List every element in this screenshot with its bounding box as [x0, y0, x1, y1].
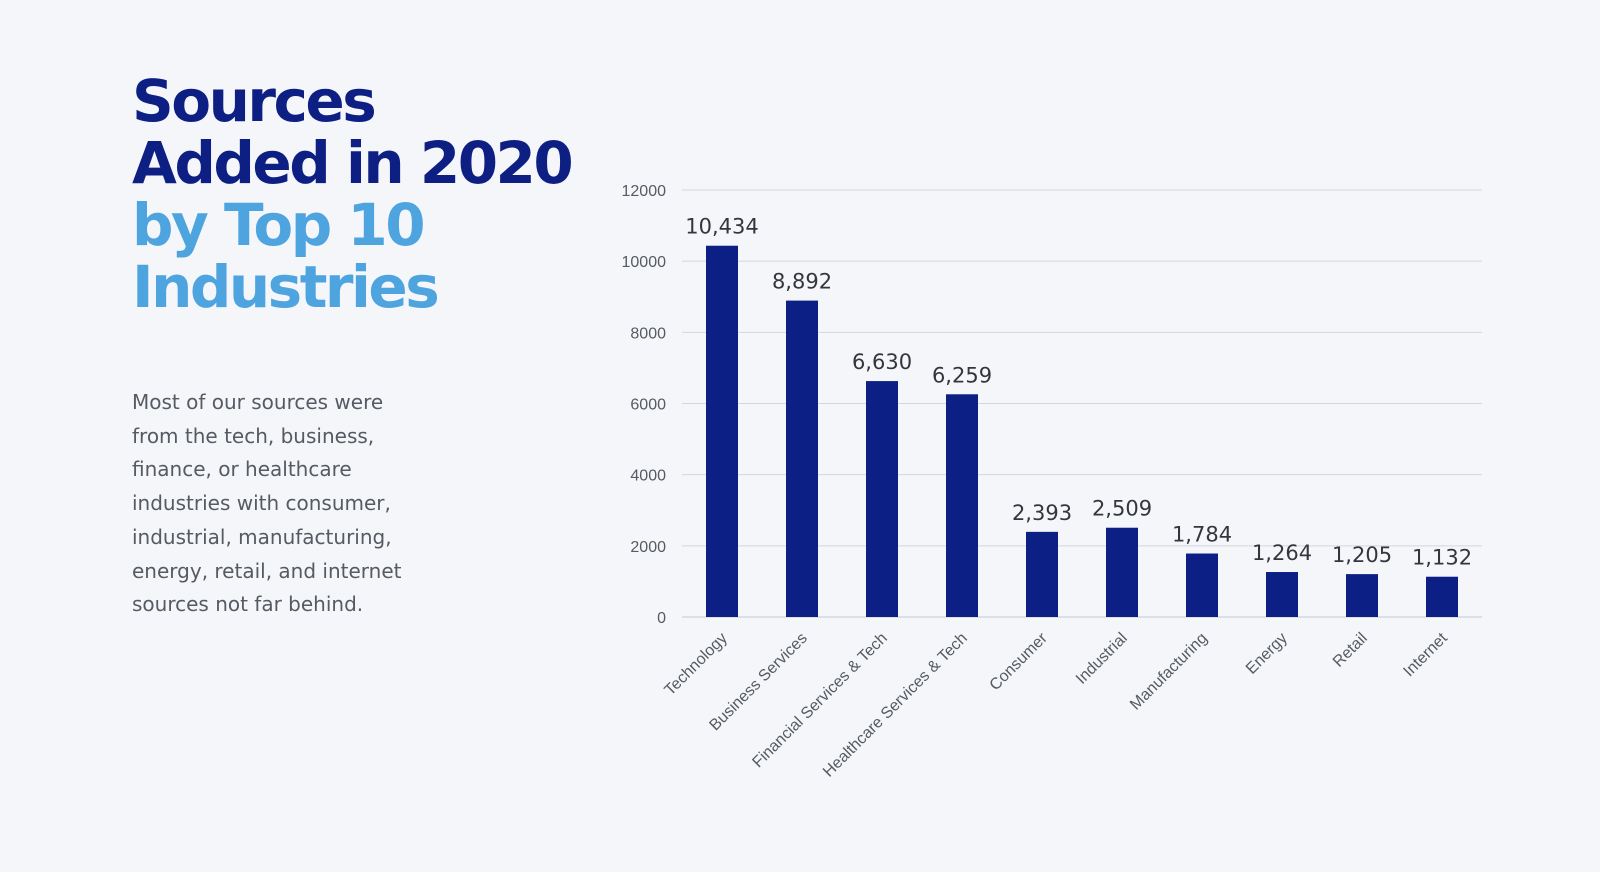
x-tick-label: Retail	[1330, 630, 1371, 671]
page-title: Sources Added in 2020 by Top 10 Industri…	[132, 70, 592, 318]
data-label: 1,205	[1332, 543, 1392, 567]
data-label: 1,264	[1252, 541, 1312, 565]
data-label: 6,259	[932, 363, 992, 387]
x-tick-label: Consumer	[987, 629, 1052, 694]
bar-consumer	[1026, 531, 1058, 617]
y-tick-label: 8000	[630, 325, 666, 342]
data-label: 1,132	[1412, 546, 1472, 570]
bar-financial-services-tech	[866, 381, 898, 617]
y-tick-label: 0	[657, 610, 666, 627]
y-tick-label: 10000	[622, 254, 667, 271]
y-axis-ticks: 0 2000 4000 6000 8000 10000 12000	[622, 183, 667, 627]
data-label: 1,784	[1172, 523, 1232, 547]
bar-industrial	[1106, 527, 1138, 617]
x-tick-label: Industrial	[1073, 630, 1131, 688]
bar-business-services	[786, 300, 818, 617]
x-tick-label: Energy	[1243, 630, 1291, 678]
y-tick-label: 6000	[630, 397, 666, 414]
data-labels: 10,434 8,892 6,630 6,259 2,393 2,509 1,784 1,26…	[685, 215, 1472, 570]
bar-healthcare-services-tech	[946, 394, 978, 617]
bar-retail	[1346, 574, 1378, 617]
bar-energy	[1266, 572, 1298, 617]
bar-manufacturing	[1186, 553, 1218, 617]
title-line-1: Sources	[132, 67, 377, 135]
title-line-4: Industries	[132, 253, 440, 321]
title-line-2: Added in 2020	[132, 129, 574, 197]
x-tick-label: Internet	[1400, 629, 1451, 680]
y-tick-label: 2000	[630, 539, 666, 556]
data-label: 6,630	[852, 350, 912, 374]
x-tick-label: Financial Services & Tech	[749, 630, 890, 771]
title-line-3: by Top 10	[132, 191, 426, 259]
y-tick-label: 4000	[630, 468, 666, 485]
data-label: 8,892	[772, 270, 832, 294]
data-label: 10,434	[685, 215, 758, 239]
y-tick-label: 12000	[622, 183, 667, 200]
bar-technology	[706, 245, 738, 617]
x-tick-label: Technology	[662, 630, 731, 699]
bars	[706, 245, 1458, 617]
x-tick-label: Healthcare Services & Tech	[820, 630, 971, 781]
description-text: Most of our sources were from the tech, …	[132, 390, 402, 617]
x-tick-label: Manufacturing	[1127, 630, 1211, 714]
data-label: 2,509	[1092, 497, 1152, 521]
data-label: 2,393	[1012, 501, 1072, 525]
bar-internet	[1426, 576, 1458, 617]
